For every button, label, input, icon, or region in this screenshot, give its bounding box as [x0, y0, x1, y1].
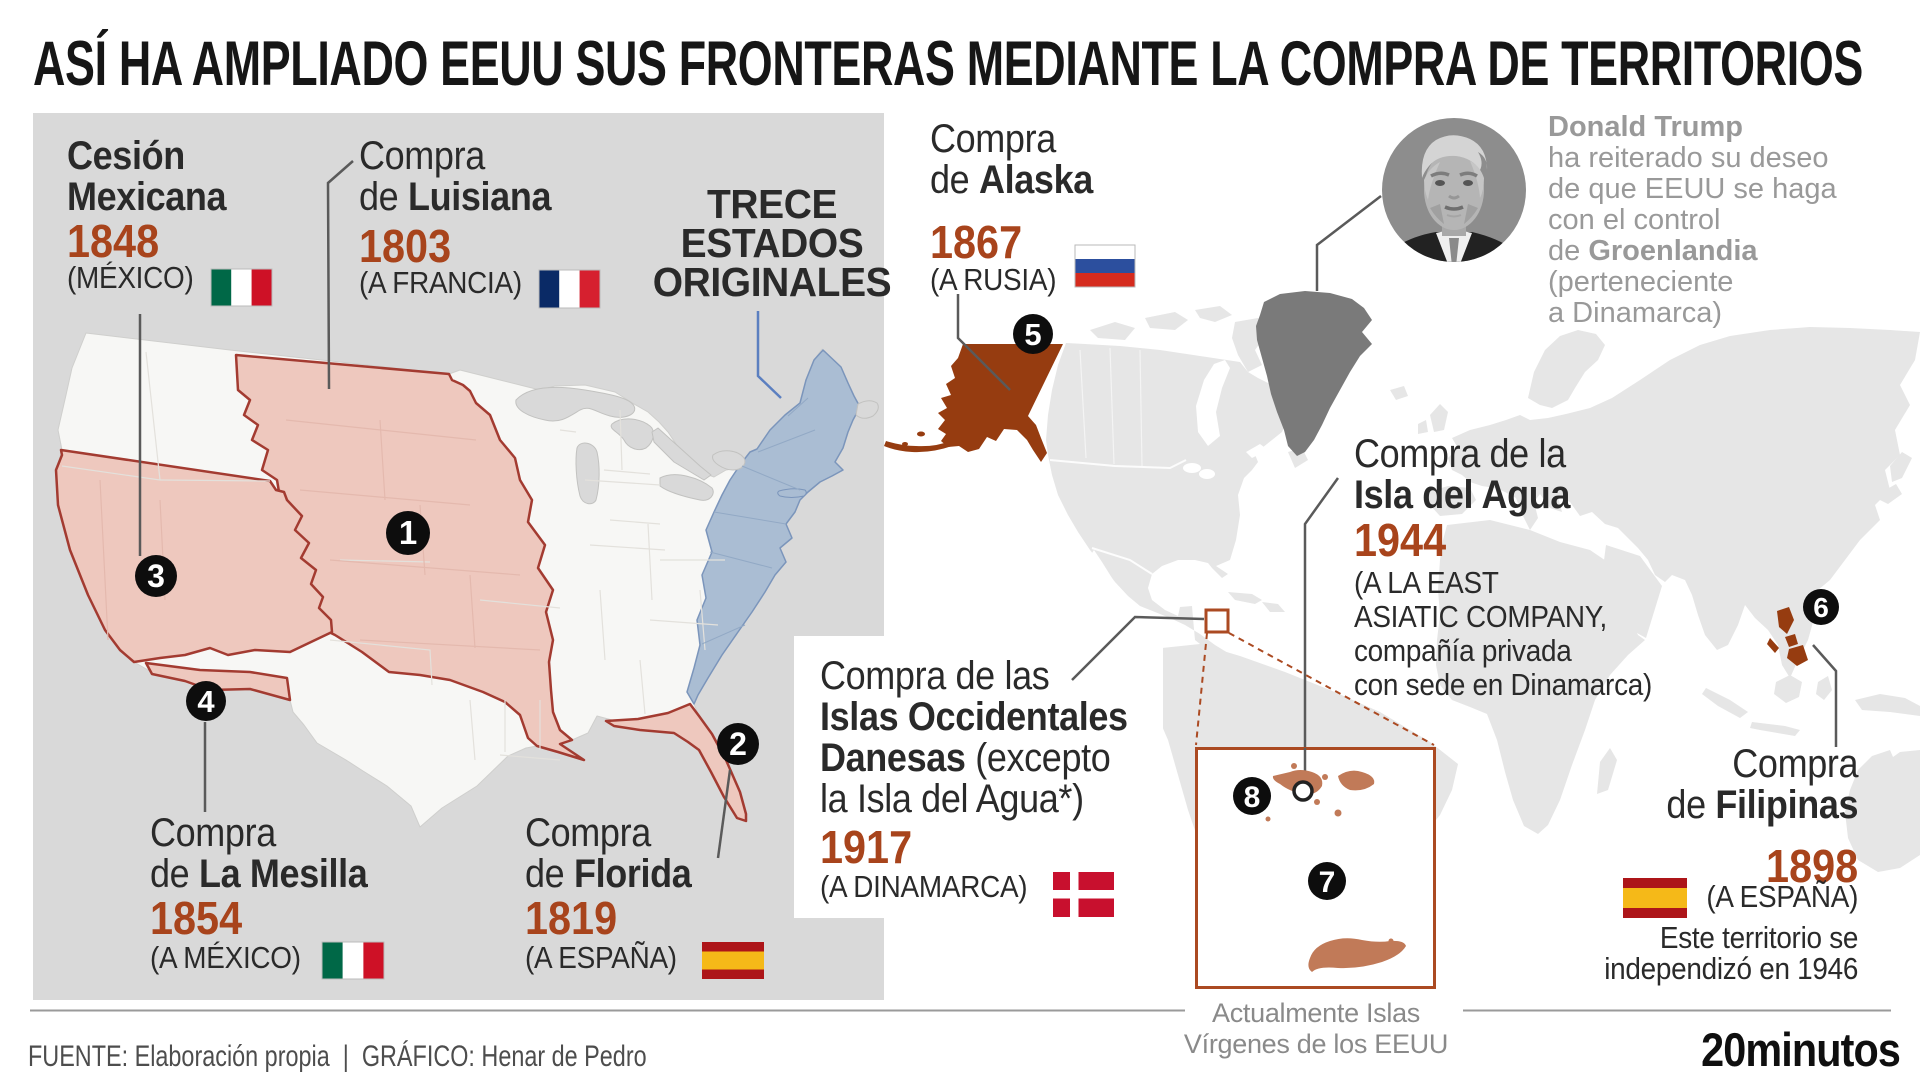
svg-text:7: 7: [1319, 866, 1336, 899]
svg-text:6: 6: [1813, 592, 1829, 623]
svg-text:5: 5: [1024, 317, 1041, 352]
svg-text:1: 1: [399, 514, 417, 551]
svg-text:2: 2: [729, 726, 747, 762]
svg-text:3: 3: [147, 558, 165, 594]
svg-text:8: 8: [1244, 781, 1261, 814]
svg-text:4: 4: [197, 684, 215, 719]
